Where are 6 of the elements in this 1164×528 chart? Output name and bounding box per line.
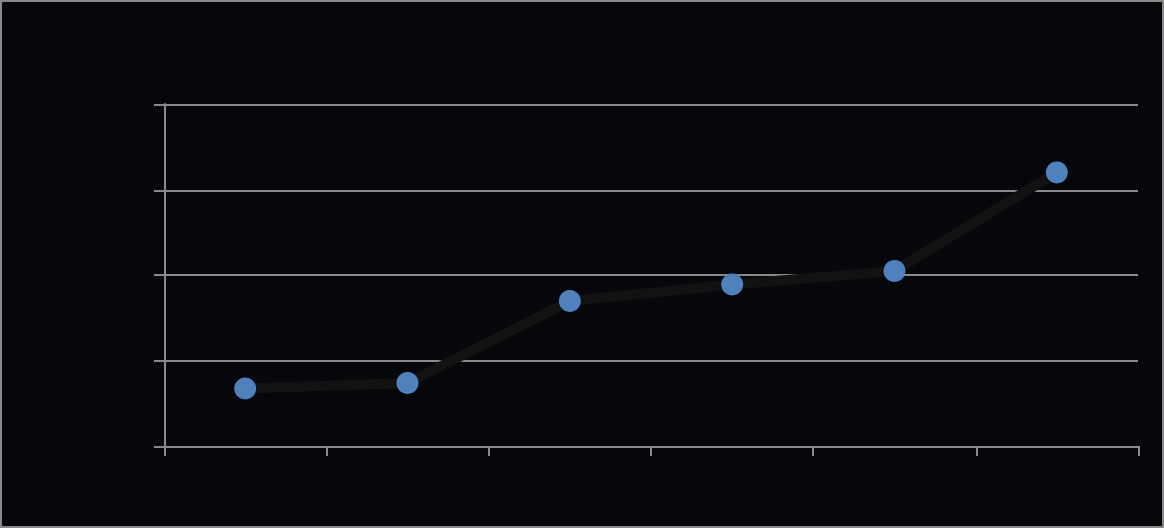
point: [558, 290, 581, 312]
point: [396, 372, 419, 395]
point: [1045, 161, 1068, 184]
point: [721, 273, 744, 296]
point: [234, 377, 257, 400]
point: [883, 259, 906, 282]
